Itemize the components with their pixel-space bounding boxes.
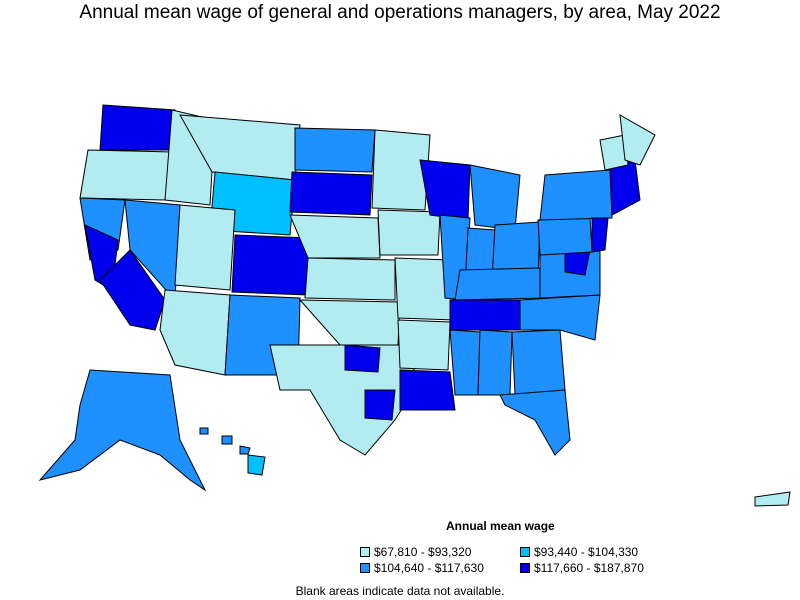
region-maine [619,114,656,166]
legend-label: $67,810 - $93,320 [374,545,472,559]
map-title: Annual mean wage of general and operatio… [79,2,721,23]
region-georgia [511,329,566,396]
region-colorado [231,234,311,296]
hawaii [199,427,266,476]
legend-item-range-3: $104,640 - $117,630 [360,561,484,575]
legend-swatch [360,547,370,557]
legend-title: Annual mean wage [446,519,555,533]
footnote: Blank areas indicate data not available. [295,584,505,598]
region-texas-dallas [344,344,381,373]
region-nebraska [289,214,381,259]
region-iowa [377,209,441,256]
region-hawaii-2 [221,435,233,445]
legend-label: $93,440 - $104,330 [534,545,639,559]
puerto-rico [754,491,791,507]
region-arizona [159,289,231,376]
legend-item-range-4: $117,660 - $187,870 [520,561,644,575]
region-utah [174,204,236,291]
alaska [38,369,207,492]
region-louisiana [399,369,456,411]
region-vermont-nh [599,134,629,171]
region-texas [269,344,421,456]
region-mississippi [449,329,481,396]
region-hawaii-4 [247,454,266,476]
region-texas-houston [364,389,396,421]
legend-label: $117,660 - $187,870 [534,561,644,575]
region-alaska [38,369,207,492]
legend-item-range-1: $67,810 - $93,320 [360,545,471,559]
legend-swatch [520,547,530,557]
region-oregon [79,149,173,201]
region-north-dakota [294,127,376,173]
region-alabama [477,329,513,396]
lower-48-states [79,104,656,456]
region-new-york [539,169,613,221]
region-oklahoma [298,299,401,346]
region-pennsylvania [537,217,593,256]
region-hawaii-3 [239,445,251,455]
legend-item-range-2: $93,440 - $104,330 [520,545,638,559]
region-washington [99,104,176,151]
region-new-jersey [591,217,609,253]
legend-swatch [360,563,370,573]
region-minnesota [371,129,431,211]
region-florida [499,389,571,456]
region-michigan [469,164,521,231]
region-south-dakota [289,171,373,216]
region-california-south [99,249,166,331]
legend-label: $104,640 - $117,630 [374,561,484,575]
region-kansas [304,257,396,301]
region-wisconsin [419,159,471,221]
region-arkansas [397,319,451,371]
region-hawaii-1 [199,427,209,435]
region-kentucky [454,267,546,301]
legend-swatch [520,563,530,573]
region-puerto-rico [754,491,791,507]
